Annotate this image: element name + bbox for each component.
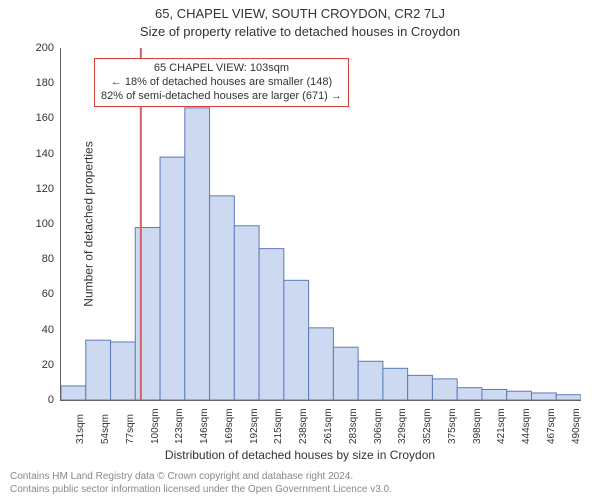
x-tick: 306sqm bbox=[373, 408, 384, 444]
footer-line2: Contains public sector information licen… bbox=[10, 483, 392, 496]
x-tick: 283sqm bbox=[348, 408, 359, 444]
y-tick: 60 bbox=[42, 288, 54, 300]
y-tick: 80 bbox=[42, 253, 54, 265]
chart-subtitle: Size of property relative to detached ho… bbox=[0, 24, 600, 39]
x-tick: 192sqm bbox=[249, 408, 260, 444]
x-tick: 421sqm bbox=[496, 408, 507, 444]
histogram-svg bbox=[61, 48, 581, 400]
x-tick: 238sqm bbox=[298, 408, 309, 444]
x-tick: 444sqm bbox=[521, 408, 532, 444]
y-tick: 160 bbox=[36, 112, 54, 124]
y-tick: 20 bbox=[42, 359, 54, 371]
x-tick: 352sqm bbox=[422, 408, 433, 444]
y-tick: 180 bbox=[36, 77, 54, 89]
y-tick: 40 bbox=[42, 324, 54, 336]
x-tick: 375sqm bbox=[447, 408, 458, 444]
y-tick: 100 bbox=[36, 218, 54, 230]
x-tick: 100sqm bbox=[150, 408, 161, 444]
x-tick: 215sqm bbox=[273, 408, 284, 444]
x-tick: 261sqm bbox=[323, 408, 334, 444]
y-tick: 0 bbox=[48, 394, 54, 406]
x-tick: 398sqm bbox=[472, 408, 483, 444]
footer-attribution: Contains HM Land Registry data © Crown c… bbox=[10, 470, 392, 496]
chart-title-address: 65, CHAPEL VIEW, SOUTH CROYDON, CR2 7LJ bbox=[0, 6, 600, 21]
x-tick: 54sqm bbox=[100, 414, 111, 444]
chart-container: { "header": { "address": "65, CHAPEL VIE… bbox=[0, 0, 600, 500]
footer-line1: Contains HM Land Registry data © Crown c… bbox=[10, 470, 392, 483]
plot-area bbox=[60, 48, 581, 401]
x-tick: 146sqm bbox=[199, 408, 210, 444]
x-tick: 169sqm bbox=[224, 408, 235, 444]
x-tick: 77sqm bbox=[125, 414, 136, 444]
x-axis-label: Distribution of detached houses by size … bbox=[0, 448, 600, 462]
x-tick: 490sqm bbox=[571, 408, 582, 444]
x-tick: 123sqm bbox=[174, 408, 185, 444]
y-tick: 200 bbox=[36, 42, 54, 54]
x-tick: 31sqm bbox=[75, 414, 86, 444]
y-tick: 140 bbox=[36, 148, 54, 160]
x-tick: 467sqm bbox=[546, 408, 557, 444]
x-tick: 329sqm bbox=[397, 408, 408, 444]
y-tick: 120 bbox=[36, 183, 54, 195]
